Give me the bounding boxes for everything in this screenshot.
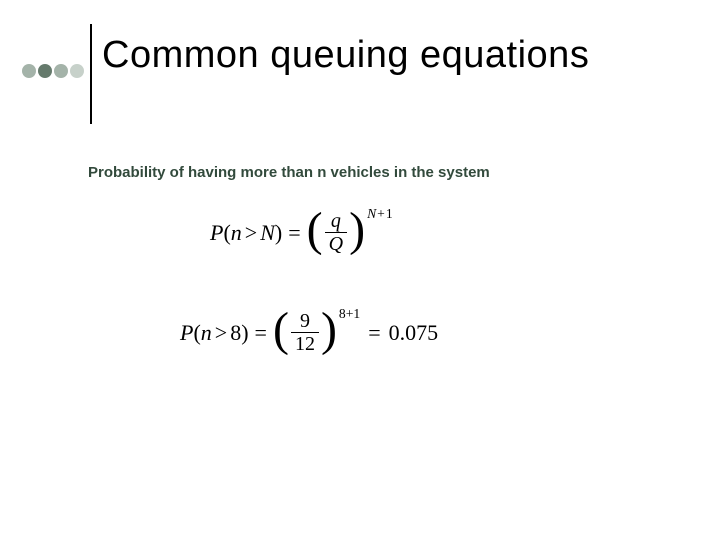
eq-var-n: n <box>231 220 242 246</box>
eq-gt: > <box>212 320 230 346</box>
eq-open-paren: ( <box>193 320 200 346</box>
eq-equals: = <box>360 320 388 346</box>
big-rparen-icon: ) <box>349 211 365 249</box>
subtitle: Probability of having more than n vehicl… <box>88 164 490 181</box>
dot-icon <box>22 64 36 78</box>
eq-exponent: N+1 <box>367 206 393 222</box>
big-lparen-icon: ( <box>273 311 289 349</box>
equation-general: P ( n > N ) = ( q Q ) N+1 <box>210 210 393 255</box>
big-lparen-icon: ( <box>307 211 323 249</box>
eq-var-N: N <box>260 220 275 246</box>
eq-fraction: 9 12 <box>291 310 319 355</box>
eq-frac-num: q <box>327 210 345 232</box>
eq-close-paren: ) <box>275 220 282 246</box>
header-divider <box>90 24 92 124</box>
eq-frac-den: Q <box>325 233 347 255</box>
dot-icon <box>70 64 84 78</box>
eq-frac-den: 12 <box>291 333 319 355</box>
big-rparen-icon: ) <box>321 311 337 349</box>
eq-frac-num: 9 <box>296 310 314 332</box>
eq-fraction: q Q <box>325 210 347 255</box>
eq-equals: = <box>249 320 273 346</box>
page-title: Common queuing equations <box>102 34 589 77</box>
header: Common queuing equations <box>22 34 700 112</box>
eq-sym-P: P <box>180 320 193 346</box>
equation-numeric: P ( n > 8 ) = ( 9 12 ) 8+1 = 0.075 <box>180 310 438 355</box>
eq-exp-plus: + <box>376 206 386 221</box>
eq-gt: > <box>242 220 260 246</box>
eq-equals: = <box>282 220 306 246</box>
dot-icon <box>38 64 52 78</box>
eq-result: 0.075 <box>389 320 439 346</box>
eq-exp-N: N <box>367 206 376 221</box>
dot-icon <box>54 64 68 78</box>
eq-exponent: 8+1 <box>339 306 360 322</box>
eq-close-paren: ) <box>241 320 248 346</box>
eq-sym-P: P <box>210 220 223 246</box>
eq-var-n: n <box>201 320 212 346</box>
slide: Common queuing equations Probability of … <box>0 0 720 540</box>
eq-num-8: 8 <box>230 320 241 346</box>
eq-open-paren: ( <box>223 220 230 246</box>
header-dots <box>22 64 84 78</box>
eq-exp-1: 1 <box>386 206 393 221</box>
